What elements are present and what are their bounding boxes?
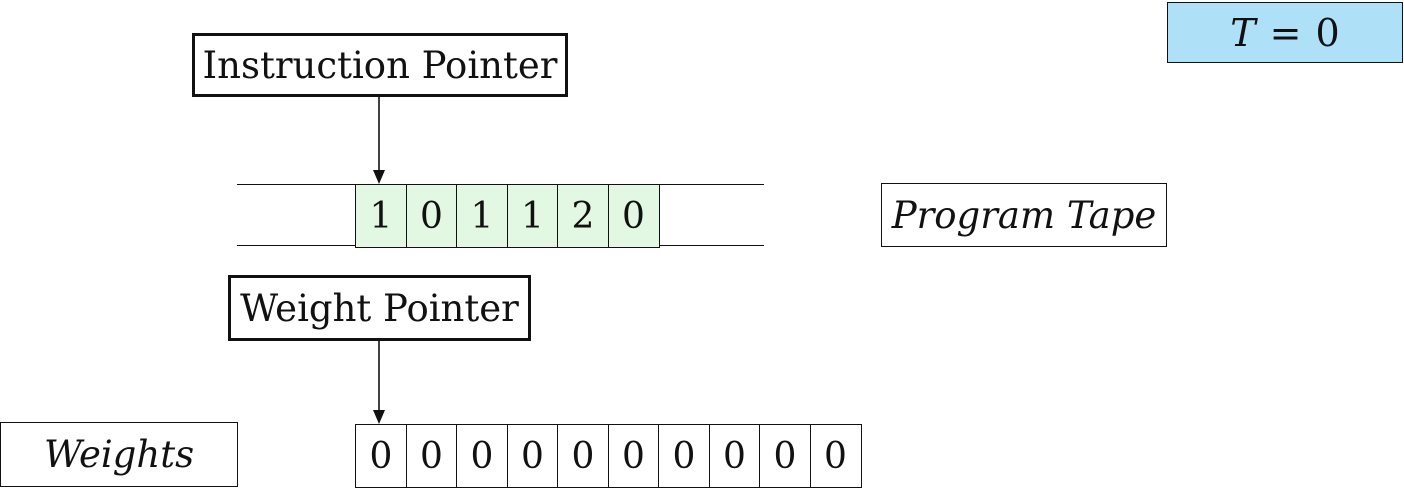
timer-variable: T bbox=[1230, 10, 1256, 55]
weight-cell: 0 bbox=[355, 424, 407, 488]
tape-cell: 1 bbox=[506, 184, 559, 248]
tape-cell: 0 bbox=[405, 184, 458, 248]
timer-operator: = bbox=[1269, 10, 1302, 55]
weight-cell: 0 bbox=[506, 424, 559, 488]
timer-box: T = 0 bbox=[1167, 2, 1403, 63]
weight-pointer-arrowhead bbox=[373, 410, 385, 424]
program-tape-label-box: Program Tape bbox=[881, 183, 1167, 247]
weight-cell: 0 bbox=[405, 424, 458, 488]
weight-cell: 0 bbox=[557, 424, 609, 488]
weight-cell: 0 bbox=[607, 424, 660, 488]
tape-cell: 0 bbox=[607, 184, 660, 248]
program-tape: 1 0 1 1 2 0 bbox=[355, 184, 660, 248]
tape-cell: 2 bbox=[557, 184, 609, 248]
weight-pointer-label: Weight Pointer bbox=[240, 286, 519, 330]
weight-cell: 0 bbox=[708, 424, 761, 488]
instruction-pointer-label: Instruction Pointer bbox=[202, 43, 558, 87]
instruction-pointer-box: Instruction Pointer bbox=[192, 33, 568, 97]
instruction-pointer-arrowhead bbox=[373, 170, 385, 184]
program-tape-label: Program Tape bbox=[891, 193, 1157, 237]
timer-value: 0 bbox=[1315, 10, 1340, 55]
tape-cell: 1 bbox=[355, 184, 407, 248]
tape-cell: 1 bbox=[456, 184, 508, 248]
weights-label-box: Weights bbox=[0, 422, 238, 487]
weight-pointer-box: Weight Pointer bbox=[228, 275, 531, 341]
weight-cell: 0 bbox=[759, 424, 811, 488]
weight-cell: 0 bbox=[809, 424, 862, 488]
weights-label: Weights bbox=[43, 433, 195, 476]
